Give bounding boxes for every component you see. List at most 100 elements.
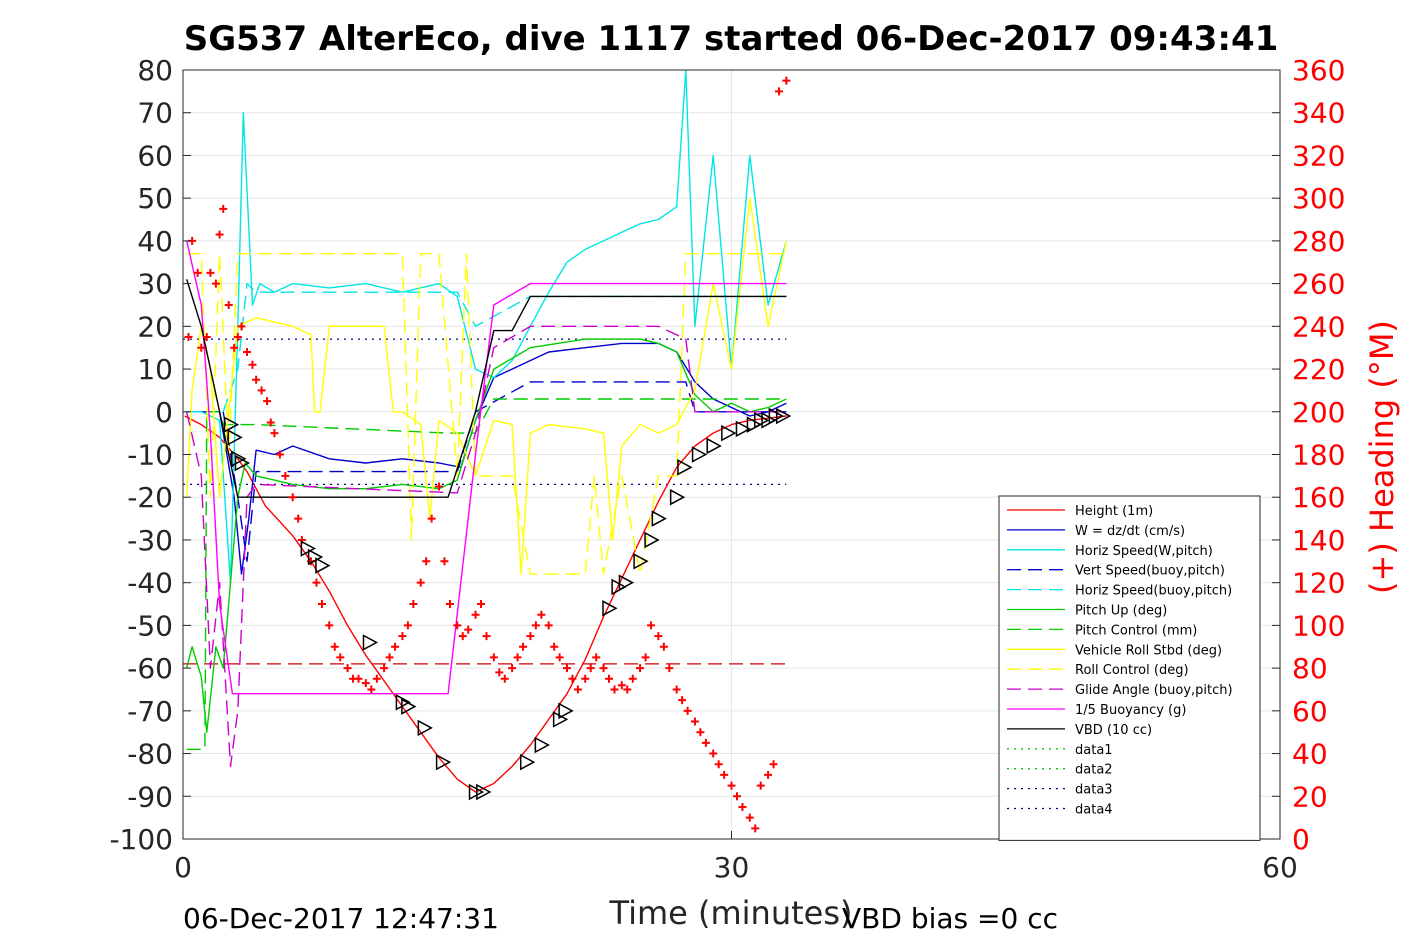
heading-point [471, 610, 480, 619]
legend-label: Horiz Speed(buoy,pitch) [1075, 584, 1232, 599]
heading-point [242, 347, 251, 356]
series-line-9 [186, 325, 787, 768]
heading-point [623, 685, 632, 694]
heading-point [270, 429, 279, 438]
y-right-tick-label: 220 [1292, 353, 1345, 386]
vbd-markers [223, 407, 792, 801]
y-tick-label: -50 [127, 609, 173, 642]
vbd-marker [362, 634, 379, 651]
heading-point [281, 471, 290, 480]
heading-point [367, 685, 376, 694]
vbd-marker [618, 574, 635, 591]
y-tick-label: -70 [127, 695, 173, 728]
legend-label: Pitch Up (deg) [1075, 604, 1167, 619]
heading-point [312, 578, 321, 587]
y-tick-label: -100 [109, 823, 173, 856]
y-right-tick-label: 360 [1292, 54, 1345, 87]
vbd-marker [768, 407, 784, 425]
legend-label: data2 [1075, 763, 1113, 778]
vbd-marker [395, 694, 411, 711]
heading-point [617, 681, 626, 690]
timestamp-footer: 06-Dec-2017 12:47:31 [183, 902, 499, 935]
heading-point [464, 625, 473, 634]
heading-point [266, 418, 275, 427]
series-line-2 [186, 70, 788, 584]
heading-point [709, 749, 718, 758]
y-tick-label: -20 [127, 481, 173, 514]
y-tick-label: -80 [127, 738, 173, 771]
vbd-marker [691, 446, 708, 463]
vbd-marker [746, 416, 763, 433]
y-tick-label: 50 [137, 182, 173, 215]
heading-point [508, 664, 517, 673]
series-line-5 [186, 338, 787, 733]
heading-point [434, 482, 443, 491]
vbd-marker [761, 412, 777, 429]
heading-point [764, 770, 773, 779]
heading-point [391, 642, 400, 651]
heading-point [654, 632, 663, 641]
legend-label: data1 [1075, 743, 1113, 758]
y-tick-label: -60 [127, 652, 173, 685]
heading-point [193, 268, 202, 277]
heading-point [683, 706, 692, 715]
heading-point [409, 600, 418, 609]
heading-point [237, 322, 246, 331]
legend-label: Vehicle Roll Stbd (deg) [1075, 643, 1222, 658]
y-tick-label: -90 [127, 780, 173, 813]
heading-point [330, 642, 339, 651]
heading-point [343, 664, 352, 673]
y-axis-right-label: (+) Heading (°M) [1363, 320, 1401, 594]
heading-point [519, 642, 528, 651]
y-right-tick-label: 200 [1292, 396, 1345, 429]
y-right-tick-label: 320 [1292, 139, 1345, 172]
vbd-marker [611, 578, 627, 596]
heading-point [738, 802, 747, 811]
heading-point [599, 664, 608, 673]
heading-point [592, 653, 601, 662]
heading-point [678, 696, 687, 705]
vbd-marker [633, 553, 649, 570]
heading-point [325, 621, 334, 630]
vbd-marker [552, 711, 569, 728]
vbd-marker [227, 429, 243, 446]
heading-point [372, 674, 381, 683]
heading-point [537, 610, 546, 619]
y-right-tick-label: 140 [1292, 524, 1345, 557]
heading-point [482, 632, 491, 641]
heading-point [696, 728, 705, 737]
x-axis-ticks: 0 30 60 [174, 831, 1298, 884]
heading-point [751, 824, 760, 833]
heading-point [568, 674, 577, 683]
vbd-marker [307, 548, 324, 566]
heading-point [403, 621, 412, 630]
heading-point [458, 632, 467, 641]
heading-point [336, 653, 345, 662]
vbd-marker [754, 412, 770, 429]
y-right-tick-label: 280 [1292, 225, 1345, 258]
y-tick-label: 30 [137, 268, 173, 301]
heading-point [489, 653, 498, 662]
vbd-marker [669, 488, 686, 506]
heading-point [586, 664, 595, 673]
heading-point [248, 360, 257, 369]
legend-label: Glide Angle (buoy,pitch) [1075, 683, 1233, 698]
heading-point [427, 514, 436, 523]
y-right-tick-label: 80 [1292, 652, 1328, 685]
series-lines [184, 70, 788, 793]
vbd-bias-footer: VBD bias =0 cc [842, 902, 1058, 935]
y-tick-label: -10 [127, 439, 173, 472]
y-tick-label: -30 [127, 524, 173, 557]
vbd-marker [435, 753, 452, 771]
y-tick-label: -40 [127, 567, 173, 600]
heading-point [550, 642, 559, 651]
y-tick-label: 40 [137, 225, 173, 258]
heading-point [495, 668, 504, 677]
heading-point [288, 493, 297, 502]
heading-point [665, 664, 674, 673]
legend-label: Horiz Speed(W,pitch) [1075, 544, 1213, 559]
legend-label: VBD (10 cc) [1075, 723, 1152, 738]
heading-point [275, 450, 284, 459]
y-tick-label: 70 [137, 97, 173, 130]
heading-point [732, 792, 741, 801]
